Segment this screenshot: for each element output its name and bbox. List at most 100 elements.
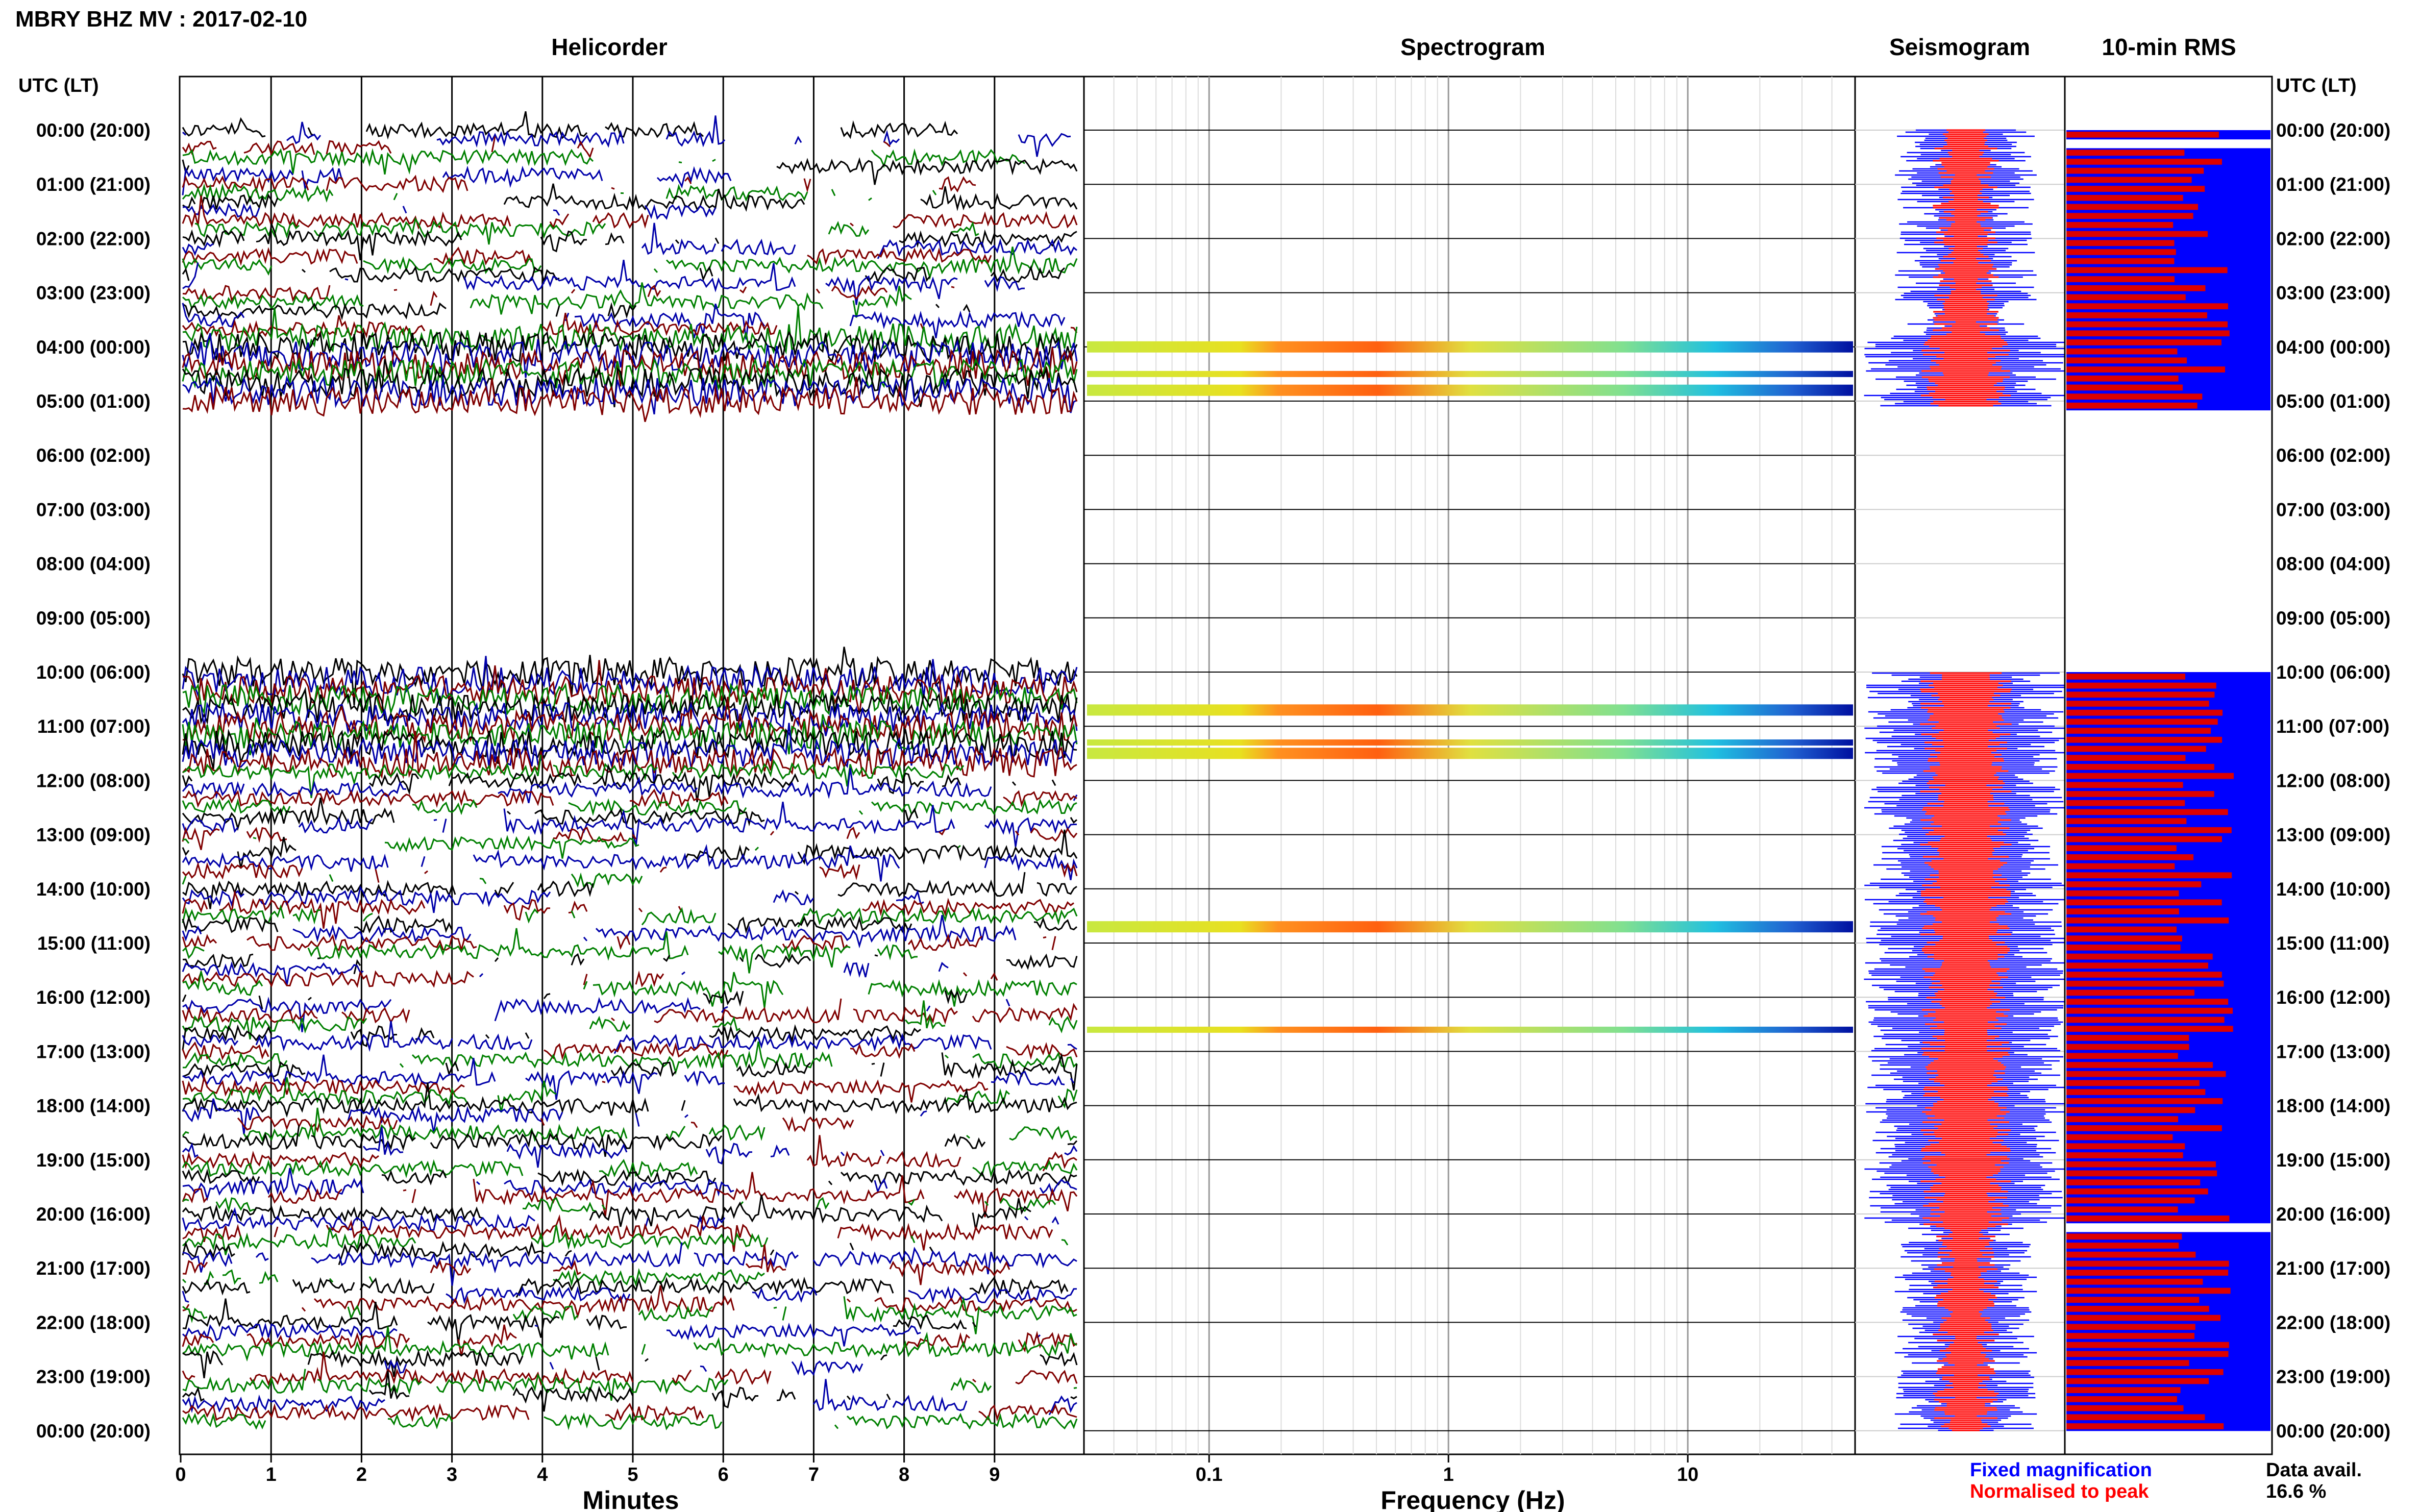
rms-bar-normalised — [2066, 980, 2224, 987]
time-axis-labels: 00:00 (20:00) 00:00 (20:00) 01:00 (21:00) 0… — [36, 120, 2390, 1442]
helicorder-xtick-label: 4 — [537, 1464, 548, 1485]
helicorder-trace — [182, 1168, 1077, 1187]
time-label-left: 07:00 (03:00) — [36, 499, 151, 520]
rms-bar-normalised — [2066, 1306, 2209, 1312]
helicorder-trace — [183, 957, 1068, 985]
spectrogram-panel — [1083, 76, 1856, 1455]
figure-title: MBRY BHZ MV : 2017-02-10 — [15, 7, 307, 32]
rms-bar-normalised — [2066, 1251, 2196, 1258]
helicorder-trace — [182, 330, 1078, 366]
availability-label: Data avail. — [2266, 1459, 2362, 1481]
helicorder-trace — [182, 195, 1078, 230]
helicorder-trace — [182, 1077, 1078, 1113]
seismogram-panel — [1854, 76, 2068, 1455]
helicorder-trace — [182, 1125, 1078, 1157]
time-label-right: 05:00 (01:00) — [2276, 391, 2390, 412]
rms-bar-normalised — [2066, 718, 2218, 725]
time-label-right: 07:00 (03:00) — [2276, 499, 2390, 520]
helicorder-xlabel: Minutes — [583, 1486, 679, 1512]
spectrogram-band — [1087, 739, 1853, 746]
spectrogram-xtick-label: 1 — [1443, 1464, 1454, 1485]
rms-bar-normalised — [2066, 709, 2223, 716]
rms-bar-normalised — [2066, 366, 2225, 373]
rms-bar-normalised — [2066, 357, 2187, 364]
rms-bar-normalised — [2066, 231, 2208, 237]
rms-bar-normalised — [2066, 1188, 2208, 1195]
rms-bar-normalised — [2066, 818, 2187, 824]
helicorder-trace — [182, 1351, 1078, 1386]
rms-bar-normalised — [2066, 755, 2186, 761]
rms-bar-normalised — [2066, 1351, 2229, 1357]
time-label-right: 11:00 (07:00) — [2276, 716, 2389, 737]
helicorder-trace — [182, 829, 1078, 869]
time-label-left: 09:00 (05:00) — [36, 608, 151, 629]
helicorder-trace — [182, 1168, 1077, 1202]
rms-bar-normalised — [2066, 791, 2214, 797]
rms-bar-normalised — [2066, 312, 2207, 318]
time-label-right: 17:00 (13:00) — [2276, 1041, 2390, 1062]
rms-bar-normalised — [2066, 1297, 2200, 1303]
helicorder-trace — [182, 1159, 1078, 1178]
spectrogram-band — [1087, 384, 1853, 396]
spectrogram-band — [1087, 748, 1853, 759]
rms-bar-normalised — [2066, 1026, 2233, 1032]
time-label-right: 00:00 (20:00) — [2276, 1421, 2390, 1442]
time-label-left: 18:00 (14:00) — [36, 1096, 151, 1117]
rms-bar-normalised — [2066, 1324, 2195, 1330]
time-label-left: 02:00 (22:00) — [36, 228, 151, 249]
helicorder-trace — [182, 953, 1078, 975]
helicorder-xtick-label: 6 — [718, 1464, 729, 1485]
rms-bar-normalised — [2066, 375, 2179, 382]
rms-bar-normalised — [2066, 240, 2175, 246]
rms-bar-normalised — [2066, 1287, 2231, 1294]
helicorder-trace — [182, 1127, 1078, 1168]
time-label-left: 14:00 (10:00) — [36, 879, 151, 900]
helicorder-trace — [182, 111, 958, 140]
rms-bar-normalised — [2066, 1315, 2220, 1321]
helicorder-trace — [182, 1296, 1077, 1334]
time-label-right: 10:00 (06:00) — [2276, 662, 2390, 683]
helicorder-trace — [183, 1270, 1068, 1284]
helicorder-trace — [182, 183, 1078, 212]
rms-bar-normalised — [2066, 881, 2202, 887]
helicorder-trace — [182, 1214, 1053, 1252]
time-label-left: 00:00 (20:00) — [36, 120, 151, 141]
rms-bar-normalised — [2066, 917, 2229, 924]
rms-bar-normalised — [2066, 249, 2176, 255]
utc-label-right: UTC (LT) — [2276, 75, 2357, 96]
rms-bar-normalised — [2066, 1071, 2226, 1077]
rms-bar-normalised — [2066, 827, 2232, 833]
rms-bar-normalised — [2066, 1360, 2189, 1366]
helicorder-trace — [182, 1054, 1075, 1100]
helicorder-xtick-label: 5 — [627, 1464, 638, 1485]
helicorder-trace — [182, 1197, 1056, 1213]
rms-bar-normalised — [2066, 1233, 2182, 1240]
helicorder-trace — [182, 377, 1078, 423]
helicorder-title: Helicorder — [551, 34, 668, 60]
rms-bar-normalised — [2066, 1089, 2206, 1095]
time-label-left: 13:00 (09:00) — [36, 825, 151, 846]
time-label-right: 19:00 (15:00) — [2276, 1150, 2390, 1171]
helicorder-trace — [183, 304, 991, 318]
helicorder-trace — [182, 971, 1077, 1008]
helicorder-trace — [182, 246, 1078, 280]
rms-bar-normalised — [2066, 908, 2179, 914]
time-label-left: 05:00 (01:00) — [36, 391, 151, 412]
time-label-left: 17:00 (13:00) — [36, 1041, 151, 1062]
time-label-right: 15:00 (11:00) — [2276, 933, 2389, 954]
helicorder-trace — [182, 731, 1077, 779]
helicorder-trace — [182, 1285, 1077, 1319]
helicorder-xtick-label: 0 — [175, 1464, 186, 1485]
rms-bar-normalised — [2066, 728, 2211, 734]
helicorder-trace — [182, 801, 1077, 847]
rms-bar-normalised — [2066, 1017, 2225, 1023]
helicorder-trace — [182, 1172, 1078, 1218]
rms-bar-normalised — [2066, 764, 2214, 770]
rms-bar-normalised — [2066, 972, 2222, 978]
rms-bar-normalised — [2066, 1216, 2230, 1222]
rms-bar-normalised — [2066, 258, 2175, 264]
rms-bar-normalised — [2066, 177, 2192, 183]
rms-bar-normalised — [2066, 1080, 2200, 1086]
time-label-right: 23:00 (19:00) — [2276, 1367, 2390, 1387]
rms-bar-normalised — [2066, 1161, 2216, 1168]
